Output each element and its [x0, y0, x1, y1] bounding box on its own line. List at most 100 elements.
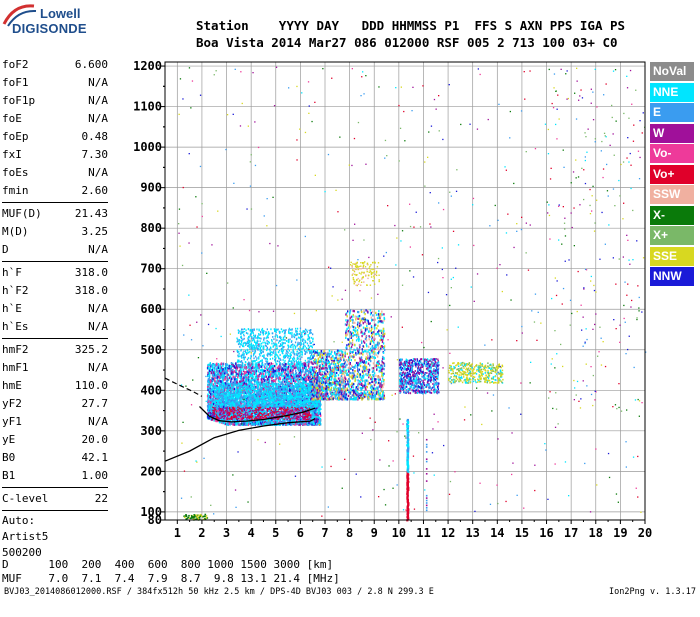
echo-point	[233, 376, 234, 378]
echo-point	[304, 364, 305, 366]
echo-point	[291, 423, 292, 425]
echo-point	[283, 375, 284, 377]
echo-point	[289, 363, 290, 365]
echo-point	[209, 372, 210, 374]
echo-point	[212, 364, 213, 366]
echo-point	[234, 378, 235, 380]
echo-point	[209, 407, 210, 409]
echo-point	[226, 376, 227, 378]
echo-point	[210, 409, 211, 411]
echo-point	[210, 369, 211, 371]
echo-point	[278, 368, 279, 370]
echo-point	[303, 362, 304, 364]
echo-point	[305, 367, 306, 369]
echo-point	[308, 422, 309, 424]
echo-point	[221, 362, 222, 364]
echo-point	[303, 378, 304, 380]
echo-point	[220, 370, 221, 372]
echo-point	[214, 377, 215, 379]
echo-point	[274, 391, 276, 393]
echo-point	[289, 375, 290, 377]
echo-point	[281, 375, 282, 377]
echo-point	[292, 365, 293, 367]
echo-point	[264, 370, 265, 372]
echo-point	[253, 404, 255, 406]
echo-point	[210, 401, 211, 403]
echo-point	[315, 419, 316, 421]
echo-point	[223, 383, 225, 385]
echo-point	[267, 371, 268, 373]
echo-point	[306, 378, 307, 380]
echo-point	[225, 363, 226, 365]
echo-point	[213, 403, 214, 405]
echo-point	[218, 372, 219, 374]
echo-point	[254, 378, 255, 380]
echo-point	[210, 406, 211, 408]
echo-point	[207, 364, 208, 366]
echo-point	[227, 423, 228, 425]
echo-point	[280, 419, 281, 421]
echo-point	[255, 370, 256, 372]
echo-point	[237, 367, 238, 369]
echo-point	[210, 391, 211, 393]
echo-point	[210, 364, 211, 366]
echo-point	[317, 416, 318, 418]
echo-point	[234, 388, 235, 390]
echo-point	[311, 421, 312, 423]
echo-point	[254, 381, 255, 383]
echo-point	[213, 385, 214, 387]
echo-point	[235, 370, 236, 372]
echo-point	[297, 379, 298, 381]
echo-point	[216, 380, 217, 382]
echo-point	[231, 378, 232, 380]
echo-point	[290, 370, 291, 372]
echo-point	[282, 363, 283, 365]
echo-point	[279, 377, 280, 379]
echo-point	[212, 367, 213, 369]
echo-point	[212, 369, 213, 371]
echo-point	[319, 408, 321, 410]
echo-point	[274, 380, 275, 382]
echo-point	[295, 386, 297, 388]
echo-point	[243, 423, 244, 425]
echo-point	[256, 366, 257, 368]
echo-point	[283, 365, 284, 367]
echo-point	[261, 366, 262, 368]
echo-point	[253, 372, 254, 374]
echo-point	[289, 385, 291, 387]
echo-point	[308, 377, 309, 379]
echo-point	[262, 375, 263, 377]
echo-point	[285, 369, 286, 371]
echo-point	[265, 379, 266, 381]
echo-point	[267, 378, 268, 380]
echo-point	[235, 362, 236, 364]
echo-point	[245, 367, 246, 369]
echo-point	[267, 390, 269, 392]
echo-point	[252, 375, 253, 377]
echo-point	[214, 364, 215, 366]
echo-point	[234, 380, 235, 382]
echo-point	[283, 369, 284, 371]
echo-point	[265, 363, 266, 365]
echo-point	[257, 384, 259, 386]
echo-point	[291, 368, 292, 370]
echo-point	[293, 380, 294, 382]
echo-point	[234, 383, 236, 385]
echo-point	[228, 366, 229, 368]
echo-point	[273, 365, 274, 367]
echo-point	[241, 373, 242, 375]
echo-point	[239, 365, 240, 367]
echo-point	[207, 384, 208, 386]
echo-point	[243, 377, 244, 379]
echo-point	[316, 410, 318, 412]
echo-point	[220, 376, 221, 378]
echo-point	[250, 385, 252, 387]
echo-point	[234, 366, 235, 368]
echo-point	[244, 375, 245, 377]
echo-point	[264, 410, 266, 412]
echo-point	[271, 377, 272, 379]
echo-point	[211, 372, 212, 374]
echo-point	[248, 369, 249, 371]
echo-point	[239, 372, 240, 374]
echo-point	[236, 373, 237, 375]
